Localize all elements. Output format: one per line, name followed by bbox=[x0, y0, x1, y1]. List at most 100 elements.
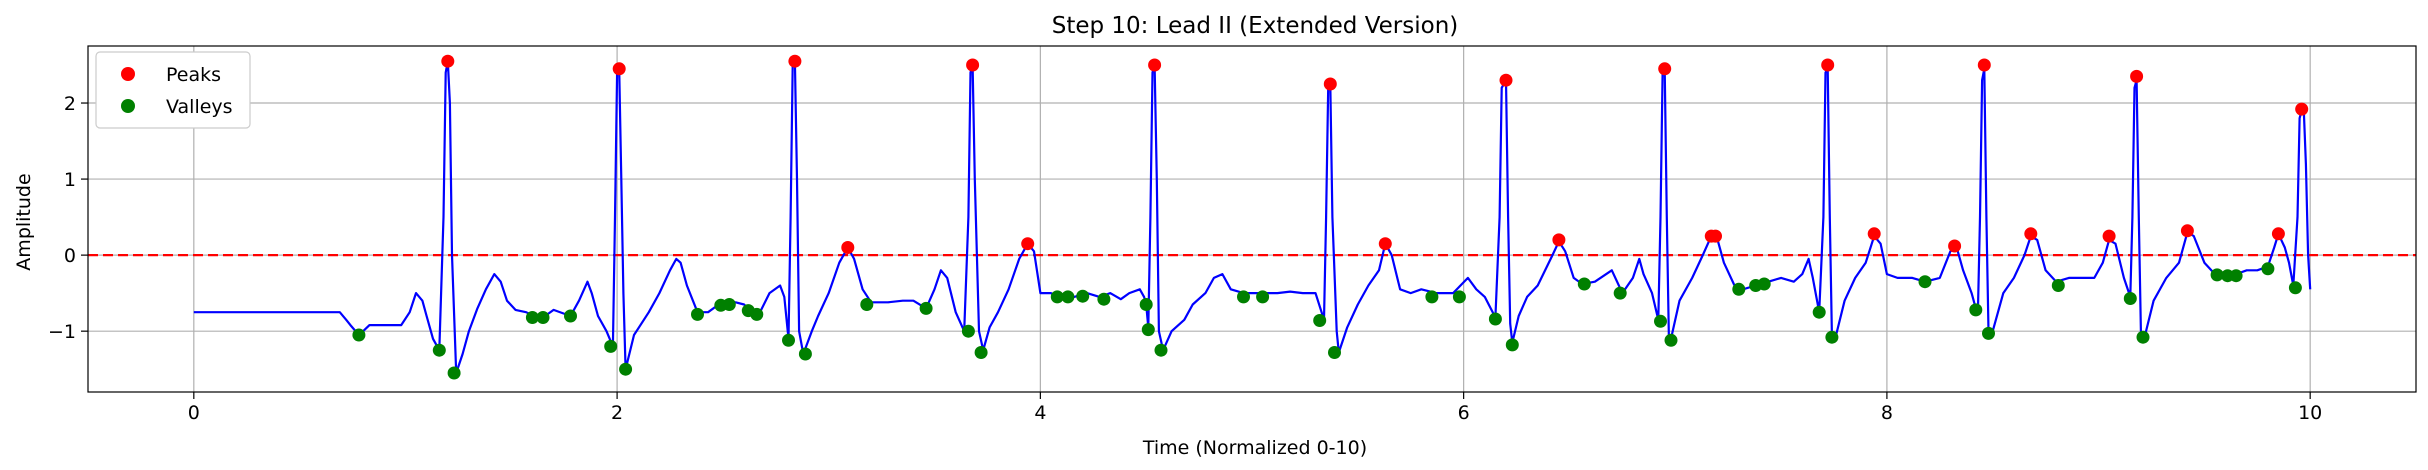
peak-point bbox=[2271, 227, 2285, 241]
valley-point bbox=[961, 324, 975, 338]
valley-point bbox=[1812, 305, 1826, 319]
valley-point bbox=[1141, 323, 1155, 337]
valley-point bbox=[604, 339, 618, 353]
x-tick-label: 10 bbox=[2298, 402, 2322, 424]
valley-point bbox=[1654, 314, 1667, 328]
peak-markers bbox=[441, 54, 2309, 254]
peak-point bbox=[1552, 233, 1566, 247]
valley-point bbox=[722, 298, 736, 311]
valley-point bbox=[1969, 303, 1983, 317]
plot-frame bbox=[87, 45, 2417, 393]
y-tick-label: 1 bbox=[64, 169, 76, 191]
y-tick-label: 2 bbox=[64, 93, 76, 115]
valley-point bbox=[1139, 298, 1153, 311]
valley-point bbox=[2288, 281, 2302, 295]
valley-point bbox=[1313, 314, 1327, 327]
y-axis-label: Amplitude bbox=[13, 173, 35, 270]
valley-point bbox=[1505, 338, 1519, 352]
y-tick-label: −1 bbox=[48, 321, 76, 343]
y-axis-ticks: −1 0 1 2 bbox=[48, 93, 88, 343]
valley-point bbox=[1097, 292, 1111, 306]
peak-point bbox=[2102, 229, 2116, 243]
valley-point bbox=[2229, 269, 2243, 283]
peak-point bbox=[1323, 77, 1337, 91]
valley-point bbox=[2210, 268, 2224, 282]
valley-point bbox=[974, 346, 988, 359]
peak-point bbox=[2180, 224, 2194, 238]
valley-point bbox=[1577, 277, 1591, 291]
peak-point bbox=[1709, 229, 1722, 243]
valley-point bbox=[2051, 279, 2065, 292]
valley-point bbox=[2261, 262, 2275, 276]
peak-point bbox=[1821, 58, 1835, 72]
valley-point bbox=[1061, 290, 1075, 304]
valley-point bbox=[919, 301, 933, 315]
legend-box bbox=[95, 51, 251, 129]
peak-point bbox=[1378, 237, 1392, 251]
x-tick-label: 6 bbox=[1458, 402, 1470, 424]
valley-point bbox=[798, 347, 812, 361]
valley-point bbox=[1488, 312, 1502, 326]
valley-point bbox=[619, 362, 633, 376]
valley-point bbox=[1452, 290, 1466, 304]
valley-point bbox=[1154, 343, 1168, 357]
peak-point bbox=[2295, 102, 2309, 116]
valley-point bbox=[447, 366, 461, 380]
peak-point bbox=[612, 62, 626, 76]
valley-point bbox=[352, 328, 366, 342]
x-tick-label: 0 bbox=[188, 402, 200, 424]
valley-point bbox=[691, 307, 704, 321]
legend-peaks-label: Peaks bbox=[166, 64, 221, 86]
valley-point bbox=[1425, 290, 1439, 304]
peak-point bbox=[1977, 58, 1991, 72]
valley-point bbox=[1328, 346, 1341, 359]
legend-peaks-marker bbox=[121, 67, 135, 81]
x-axis-ticks: 0 2 4 6 8 10 bbox=[188, 392, 2322, 424]
peak-point bbox=[2024, 227, 2038, 241]
peak-point bbox=[788, 54, 802, 68]
valley-markers bbox=[352, 262, 2302, 380]
legend: Peaks Valleys bbox=[95, 51, 251, 129]
x-axis-label: Time (Normalized 0-10) bbox=[1142, 437, 1367, 459]
x-tick-label: 8 bbox=[1881, 402, 1893, 424]
valley-point bbox=[1982, 326, 1995, 340]
valley-point bbox=[432, 343, 446, 357]
legend-valleys-marker bbox=[121, 99, 135, 113]
valley-point bbox=[1918, 275, 1932, 289]
valley-point bbox=[2136, 330, 2150, 344]
valley-point bbox=[564, 309, 577, 323]
valley-point bbox=[2123, 292, 2137, 305]
valley-point bbox=[1256, 290, 1270, 304]
peak-point bbox=[1148, 58, 1162, 72]
valley-point bbox=[536, 311, 550, 324]
valley-point bbox=[1613, 286, 1627, 300]
y-tick-label: 0 bbox=[64, 245, 76, 267]
valley-point bbox=[750, 307, 764, 321]
valley-point bbox=[525, 311, 539, 324]
legend-valleys-label: Valleys bbox=[166, 96, 233, 118]
peak-point bbox=[841, 241, 855, 254]
signal-line bbox=[193, 60, 2312, 375]
valley-point bbox=[860, 298, 874, 311]
valley-point bbox=[1732, 282, 1746, 296]
valley-point bbox=[1757, 277, 1771, 291]
peak-point bbox=[1658, 62, 1672, 76]
valley-point bbox=[782, 333, 795, 347]
chart-title: Step 10: Lead II (Extended Version) bbox=[1052, 13, 1459, 39]
valley-point bbox=[1050, 290, 1064, 304]
valley-point bbox=[1664, 333, 1678, 347]
peak-point bbox=[1867, 227, 1881, 241]
peak-point bbox=[966, 58, 980, 72]
peak-point bbox=[1499, 73, 1513, 87]
peak-point bbox=[2130, 69, 2144, 83]
peak-point bbox=[441, 54, 455, 68]
peak-point bbox=[1021, 237, 1035, 251]
valley-point bbox=[1237, 290, 1250, 304]
x-tick-label: 2 bbox=[611, 402, 623, 424]
valley-point bbox=[1825, 330, 1839, 344]
grid bbox=[88, 46, 2416, 392]
valley-point bbox=[1076, 289, 1090, 303]
x-tick-label: 4 bbox=[1034, 402, 1046, 424]
peak-point bbox=[1948, 239, 1962, 253]
